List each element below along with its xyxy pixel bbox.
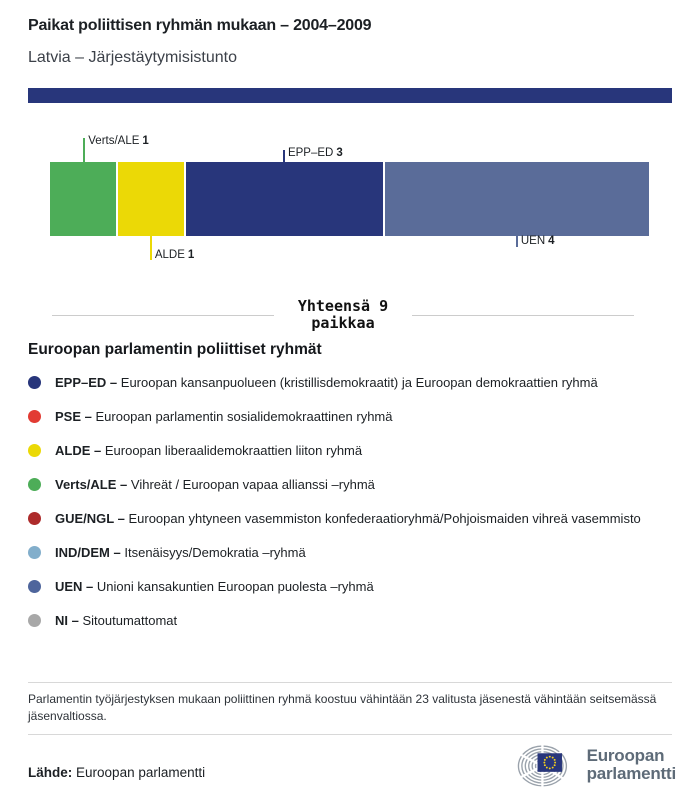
legend-dot-icon — [28, 444, 41, 457]
legend-dot-icon — [28, 546, 41, 559]
legend-dot-icon — [28, 376, 41, 389]
total-label: Yhteensä 9 paikkaa — [298, 298, 388, 332]
hemicycle-icon — [517, 742, 568, 790]
legend-item-pse: PSE – Euroopan parlamentin sosialidemokr… — [28, 407, 648, 426]
total-rule-left — [52, 314, 274, 316]
european-parliament-logo: Euroopan parlamentti — [516, 740, 676, 790]
legend-item-alde: ALDE – Euroopan liberaalidemokraattien l… — [28, 441, 648, 460]
callout-label: ALDE 1 — [154, 249, 195, 261]
legend-dot-icon — [28, 614, 41, 627]
callout-label: EPP–ED 3 — [287, 147, 343, 159]
logo-line2: parlamentti — [586, 764, 677, 783]
page-title: Paikat poliittisen ryhmän mukaan – 2004–… — [28, 17, 372, 34]
legend-item-text: PSE – Euroopan parlamentin sosialidemokr… — [55, 409, 393, 424]
callout-tick — [83, 138, 86, 162]
legend-item-text: UEN – Unioni kansakuntien Euroopan puole… — [55, 579, 374, 594]
legend-items: EPP–ED – Euroopan kansanpuolueen (kristi… — [28, 373, 648, 630]
source-label: Lähde: — [28, 765, 73, 780]
legend-dot-icon — [28, 580, 41, 593]
logo-line1: Euroopan — [586, 746, 665, 765]
bar-segment-verts-ale[interactable] — [50, 162, 116, 236]
legend-item-text: GUE/NGL – Euroopan yhtyneen vasemmiston … — [55, 511, 641, 526]
total-row: Yhteensä 9 paikkaa — [52, 298, 634, 332]
header-band — [28, 88, 672, 103]
logo-wordmark: Euroopan parlamentti — [586, 746, 677, 783]
legend: Euroopan parlamentin poliittiset ryhmät … — [28, 341, 648, 645]
seat-chart: Verts/ALE 1 ALDE 1 EPP–ED 3 UEN 4 — [50, 135, 650, 262]
legend-item-uen: UEN – Unioni kansakuntien Euroopan puole… — [28, 577, 648, 596]
source-line: Lähde: Euroopan parlamentti — [28, 765, 205, 780]
page-subtitle: Latvia – Järjestäytymisistunto — [28, 49, 237, 66]
legend-item-text: Verts/ALE – Vihreät / Euroopan vapaa all… — [55, 477, 375, 492]
legend-item-ind-dem: IND/DEM – Itsenäisyys/Demokratia –ryhmä — [28, 543, 648, 562]
legend-item-gue-ngl: GUE/NGL – Euroopan yhtyneen vasemmiston … — [28, 509, 648, 528]
eu-flag-icon — [537, 753, 562, 772]
bar-segment-uen[interactable] — [383, 162, 650, 236]
legend-item-ni: NI – Sitoutumattomat — [28, 611, 648, 630]
callout-label: UEN 4 — [520, 235, 555, 247]
total-line2: paikkaa — [311, 314, 375, 332]
legend-item-verts-ale: Verts/ALE – Vihreät / Euroopan vapaa all… — [28, 475, 648, 494]
callout-tick — [149, 236, 152, 260]
legend-item-epp-ed: EPP–ED – Euroopan kansanpuolueen (kristi… — [28, 373, 648, 392]
legend-item-text: ALDE – Euroopan liberaalidemokraattien l… — [55, 443, 363, 458]
footer-divider-top — [28, 682, 672, 683]
legend-item-text: EPP–ED – Euroopan kansanpuolueen (kristi… — [55, 375, 598, 390]
bar-segment-alde[interactable] — [115, 162, 184, 236]
total-line1: Yhteensä 9 — [297, 297, 389, 315]
callout-label: Verts/ALE 1 — [88, 135, 149, 147]
footnote: Parlamentin työjärjestyksen mukaan polii… — [28, 692, 657, 723]
legend-dot-icon — [28, 410, 41, 423]
legend-item-text: NI – Sitoutumattomat — [55, 613, 178, 628]
source-value: Euroopan parlamentti — [76, 765, 206, 780]
legend-dot-icon — [28, 478, 41, 491]
total-rule-right — [412, 314, 634, 316]
seat-bar — [50, 162, 650, 236]
legend-heading: Euroopan parlamentin poliittiset ryhmät — [28, 341, 322, 358]
footer-divider-bottom — [28, 734, 672, 735]
callout-tick — [515, 236, 518, 247]
callout-tick — [282, 150, 285, 162]
legend-dot-icon — [28, 512, 41, 525]
legend-item-text: IND/DEM – Itsenäisyys/Demokratia –ryhmä — [55, 545, 306, 560]
bar-segment-epp-ed[interactable] — [183, 162, 384, 236]
